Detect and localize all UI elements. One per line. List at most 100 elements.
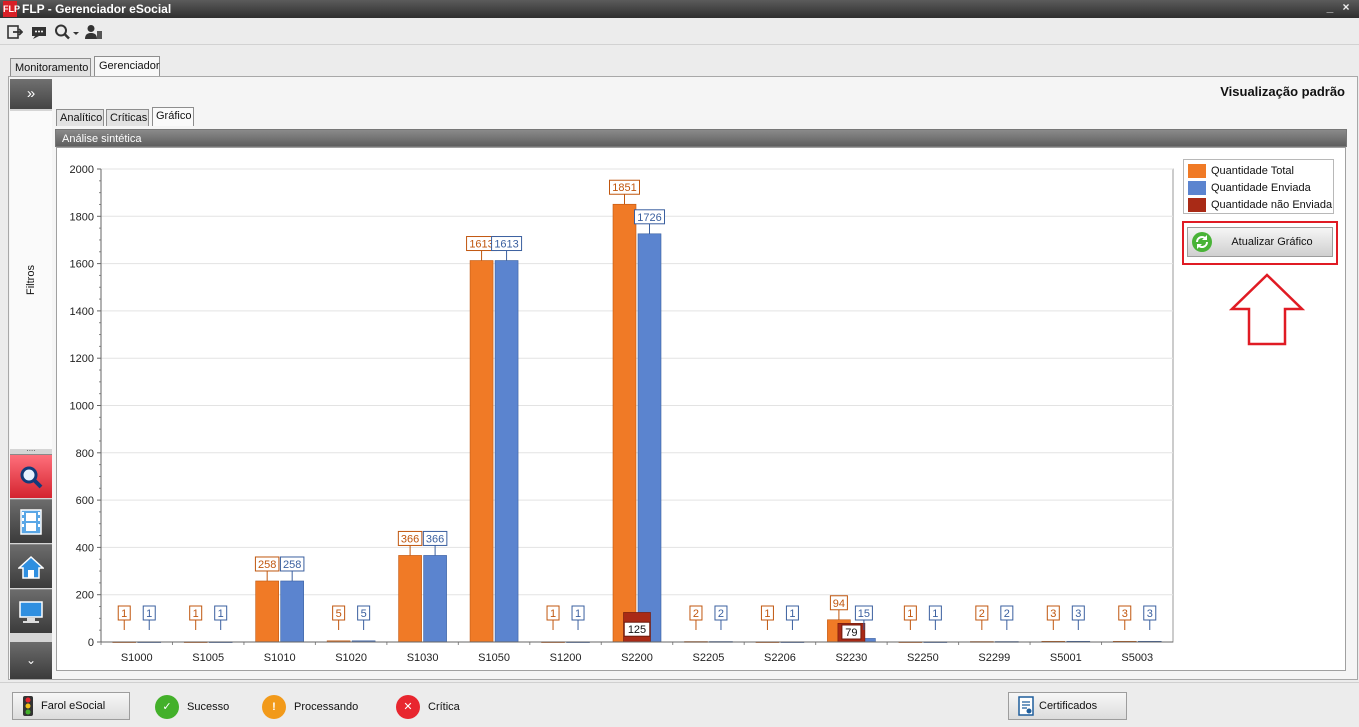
y-tick-label: 1000 [70, 401, 94, 413]
nav-home-button[interactable] [10, 544, 52, 588]
bar-quantidade-enviada [423, 555, 447, 643]
legend-swatch-nao-enviada [1188, 198, 1206, 212]
data-label-total: 366 [401, 533, 419, 545]
data-label-enviada-box [714, 605, 728, 621]
update-chart-button[interactable]: Atualizar Gráfico [1187, 227, 1333, 257]
update-button-highlight: Atualizar Gráfico [1182, 221, 1338, 265]
data-label-total-box [254, 556, 280, 572]
x-tick-label: S5003 [1121, 652, 1153, 664]
data-label-total: 1 [193, 608, 199, 620]
data-label-enviada: 1 [932, 608, 938, 620]
expand-filters-button[interactable]: » [10, 79, 52, 109]
minimize-button[interactable]: _ [1326, 0, 1334, 14]
data-label-enviada: 2 [1004, 608, 1010, 620]
data-label-total: 1 [764, 608, 770, 620]
data-label-enviada: 1 [218, 608, 224, 620]
data-label-total-box [189, 605, 203, 621]
data-label-total-box [117, 605, 131, 621]
status-bar: Farol eSocial ✓ Sucesso ! Processando ✕ … [0, 682, 1359, 727]
data-label-enviada-box [571, 605, 585, 621]
x-tick-label: S2230 [835, 652, 867, 664]
user-icon[interactable] [84, 22, 104, 42]
data-label-enviada: 15 [858, 608, 870, 620]
data-label-total: 1 [550, 608, 556, 620]
y-tick-label: 1600 [70, 259, 94, 271]
legend-swatch-enviada [1188, 181, 1206, 195]
x-tick-label: S1005 [192, 652, 224, 664]
data-label-total: 1613 [469, 239, 493, 251]
tab-analitico[interactable]: Analítico [56, 109, 104, 126]
status-critica: ✕ Crítica [396, 695, 466, 719]
certificate-icon [1018, 696, 1034, 716]
panel-grip-handle[interactable]: .... [26, 444, 36, 453]
filters-panel[interactable]: Filtros [10, 111, 52, 449]
tab-monitoramento[interactable]: Monitoramento [10, 58, 91, 77]
data-label-total-box [609, 179, 640, 195]
data-label-enviada: 3 [1075, 608, 1081, 620]
search-icon [20, 466, 43, 488]
view-title: Visualização padrão [1220, 84, 1345, 99]
status-processando-label: Processando [294, 701, 359, 713]
certificados-button[interactable]: Certificados [1008, 692, 1127, 720]
bar-quantidade-enviada [494, 260, 519, 643]
data-label-enviada-box [357, 605, 371, 621]
data-label-enviada-box [785, 605, 799, 621]
nav-monitor-button[interactable] [10, 589, 52, 633]
x-tick-label: S1200 [550, 652, 582, 664]
title-bar: FLP FLP - Gerenciador eSocial _ × [0, 0, 1359, 18]
data-label-total: 3 [1050, 608, 1056, 620]
x-tick-label: S1000 [121, 652, 153, 664]
data-label-total: 1 [121, 608, 127, 620]
x-tick-label: S5001 [1050, 652, 1082, 664]
refresh-icon [1192, 232, 1212, 252]
data-label-nao-enviada: 125 [628, 624, 646, 636]
message-icon[interactable] [30, 22, 50, 42]
warning-icon: ! [262, 695, 286, 719]
data-label-total: 1851 [612, 182, 636, 194]
nav-search-button[interactable] [10, 454, 52, 498]
data-label-total: 2 [693, 608, 699, 620]
tab-grafico[interactable]: Gráfico [152, 107, 194, 126]
data-label-total-box [975, 605, 989, 621]
x-tick-label: S2299 [978, 652, 1010, 664]
search-icon[interactable] [54, 22, 80, 42]
y-tick-label: 800 [76, 448, 94, 460]
data-label-enviada: 3 [1147, 608, 1153, 620]
nav-film-button[interactable] [10, 499, 52, 543]
collapse-panel-button[interactable]: ⌄ [10, 642, 52, 679]
y-tick-label: 1400 [70, 306, 94, 318]
data-label-enviada-box [214, 605, 228, 621]
status-sucesso-label: Sucesso [187, 701, 230, 713]
data-label-enviada-box [634, 209, 665, 225]
tab-gerenciador[interactable]: Gerenciador [94, 56, 160, 77]
y-tick-label: 400 [76, 542, 94, 554]
x-tick-label: S2206 [764, 652, 796, 664]
window-title: FLP - Gerenciador eSocial [22, 2, 172, 16]
tab-criticas[interactable]: Críticas [106, 109, 149, 126]
data-label-total-box [829, 595, 848, 611]
y-tick-label: 0 [88, 637, 94, 649]
certificados-label: Certificados [1039, 700, 1098, 712]
status-processando: ! Processando [262, 695, 362, 719]
data-label-enviada: 5 [361, 608, 367, 620]
data-label-total-box [689, 605, 703, 621]
x-tick-label: S2205 [693, 652, 725, 664]
data-label-total: 5 [336, 608, 342, 620]
data-label-enviada-box [279, 556, 305, 572]
data-label-total-box [1118, 605, 1132, 621]
data-label-total-box [332, 605, 346, 621]
x-tick-label: S2200 [621, 652, 653, 664]
exit-icon[interactable] [6, 22, 24, 42]
legend-label-enviada: Quantidade Enviada [1211, 182, 1311, 194]
update-chart-label: Atualizar Gráfico [1231, 236, 1313, 248]
data-label-enviada: 1613 [494, 239, 518, 251]
farol-esocial-button[interactable]: Farol eSocial [12, 692, 130, 720]
y-tick-label: 1800 [70, 211, 94, 223]
bar-quantidade-enviada [280, 580, 304, 643]
bar-quantidade-total [255, 580, 279, 643]
x-tick-label: S2250 [907, 652, 939, 664]
data-label-enviada-box [142, 605, 156, 621]
close-button[interactable]: × [1342, 0, 1350, 14]
data-label-enviada-box [854, 605, 873, 621]
data-label-total-box [760, 605, 774, 621]
